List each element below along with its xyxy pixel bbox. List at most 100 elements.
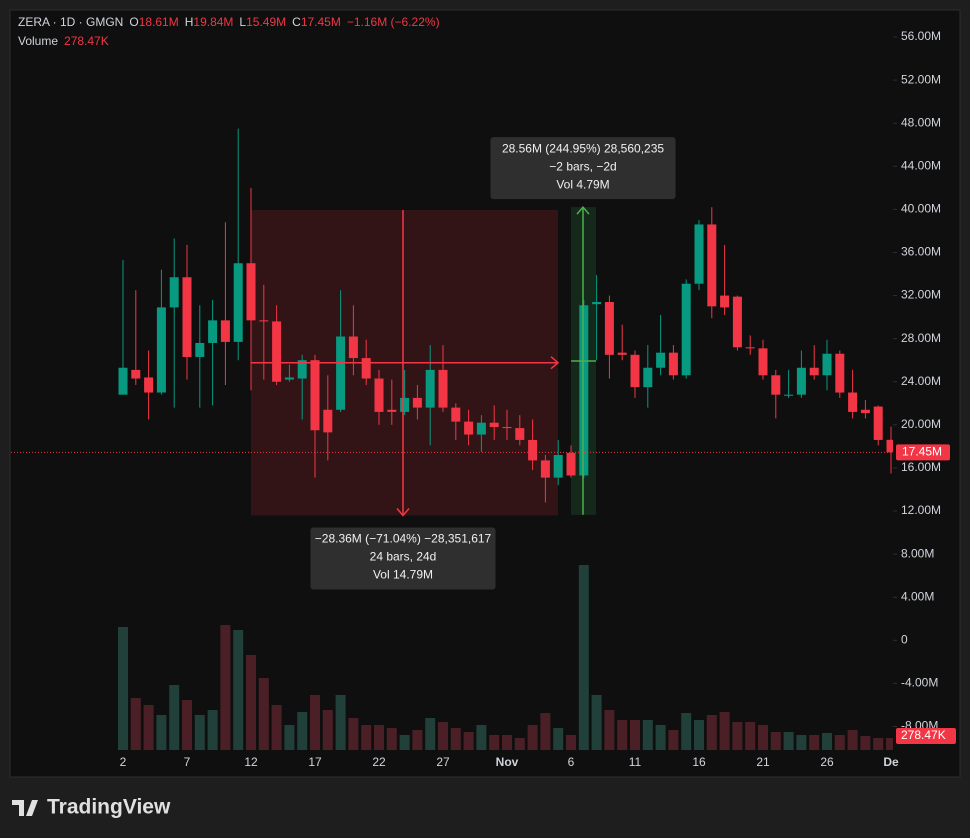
candle-body — [528, 439, 538, 461]
volume-bar — [860, 735, 871, 750]
candle-body — [156, 307, 166, 393]
volume-bar — [258, 678, 269, 750]
volume-bar — [758, 725, 768, 750]
candle-body — [566, 452, 576, 476]
legend-value: 15.49M — [246, 15, 286, 29]
candle-body — [553, 455, 563, 478]
volume-bar — [732, 721, 743, 750]
x-tick-label: Nov — [496, 755, 519, 769]
candle-body — [476, 422, 486, 435]
logo-icon — [12, 800, 38, 816]
volume-bar — [502, 735, 512, 750]
volume-bar — [425, 718, 436, 750]
legend-symbol: ZERA · 1D · GMGN — [18, 15, 123, 29]
candle-body — [822, 353, 832, 376]
legend-key: C — [292, 15, 301, 29]
volume-bar — [604, 710, 615, 750]
volume-bar — [681, 713, 692, 750]
candle-body — [630, 354, 640, 388]
volume-bar — [514, 738, 525, 750]
y-tick-label: 12.00M — [901, 503, 941, 517]
volume-bar — [130, 698, 141, 750]
candle-body — [809, 367, 819, 376]
candle-body — [323, 409, 333, 433]
y-tick-label: 52.00M — [901, 72, 941, 86]
candle-body — [451, 407, 461, 422]
measure-label-box — [310, 527, 496, 590]
y-tick-label: 4.00M — [901, 589, 934, 603]
x-tick-label: 7 — [184, 755, 191, 769]
volume-bar — [706, 715, 717, 750]
volume-bar — [719, 711, 730, 750]
legend-change: −1.16M (−6.22%) — [347, 15, 440, 29]
volume-bar — [834, 735, 845, 750]
candle-body — [297, 360, 307, 379]
candle-body — [361, 358, 371, 379]
candle-body — [118, 367, 128, 395]
plot-area: −28.36M (−71.04%) −28,351,617 24 bars, 24… — [11, 128, 893, 750]
candle-body — [835, 353, 845, 393]
x-tick-label: 12 — [244, 755, 258, 769]
legend-key: L — [239, 15, 246, 29]
x-tick-label: 2 — [120, 755, 127, 769]
candle-body — [233, 263, 243, 342]
last-volume-tag — [896, 727, 956, 744]
measure-label: 28.56M (244.95%) 28,560,235 — [502, 141, 664, 155]
candle-body — [873, 406, 883, 440]
legend-value: 18.61M — [139, 15, 179, 29]
x-tick-label: 21 — [756, 755, 770, 769]
legend-key: H — [185, 15, 194, 29]
volume-bar — [310, 695, 320, 750]
y-tick-label: 56.00M — [901, 29, 941, 43]
candle-body — [348, 336, 358, 359]
volume-bar — [246, 655, 256, 750]
volume-bar — [566, 735, 576, 750]
candle-body — [592, 302, 602, 305]
candle-body — [502, 427, 512, 429]
measure-label: Vol 4.79M — [556, 177, 609, 191]
legend-value: 17.45M — [301, 15, 341, 29]
y-tick-label: 0 — [901, 632, 908, 646]
candle-body — [310, 360, 320, 431]
x-tick-label: 22 — [372, 755, 386, 769]
volume-bar — [182, 700, 192, 750]
volume-bar — [745, 721, 756, 750]
measure-label-box — [490, 137, 676, 200]
candle-body — [579, 305, 589, 476]
candle-body — [336, 336, 346, 410]
y-tick-label: 44.00M — [901, 158, 941, 172]
candle-body — [131, 369, 141, 379]
candle-body — [464, 421, 474, 435]
candle-body — [272, 321, 282, 382]
volume-bar — [489, 735, 500, 750]
measure-label: −2 bars, −2d — [549, 159, 616, 173]
candle-body — [668, 352, 678, 376]
candle-body — [860, 409, 870, 413]
volume-bar — [694, 720, 704, 750]
y-tick-label: 16.00M — [901, 460, 941, 474]
x-tick-label: 27 — [436, 755, 450, 769]
volume-bar — [399, 735, 410, 750]
candle-body — [195, 342, 205, 357]
candle-body — [259, 320, 269, 322]
volume-bar — [194, 715, 205, 750]
volume-bar — [847, 730, 858, 750]
candle-body — [886, 439, 893, 453]
candle-body — [694, 224, 704, 284]
candle-body — [784, 394, 794, 396]
candle-body — [374, 378, 384, 412]
volume-bar — [361, 725, 372, 750]
candle-body — [745, 347, 755, 349]
legend-volume-key: Volume — [18, 34, 58, 48]
volume-bar — [822, 733, 832, 750]
candle-body — [400, 397, 410, 412]
measure-label: 24 bars, 24d — [370, 550, 437, 564]
x-tick-label: 26 — [820, 755, 834, 769]
candle-body — [681, 283, 691, 376]
measure-arrow — [396, 507, 410, 517]
x-tick-label: 6 — [568, 755, 575, 769]
y-tick-label: 24.00M — [901, 374, 941, 388]
volume-bar — [809, 735, 820, 750]
measure-label: Vol 14.79M — [373, 568, 433, 582]
